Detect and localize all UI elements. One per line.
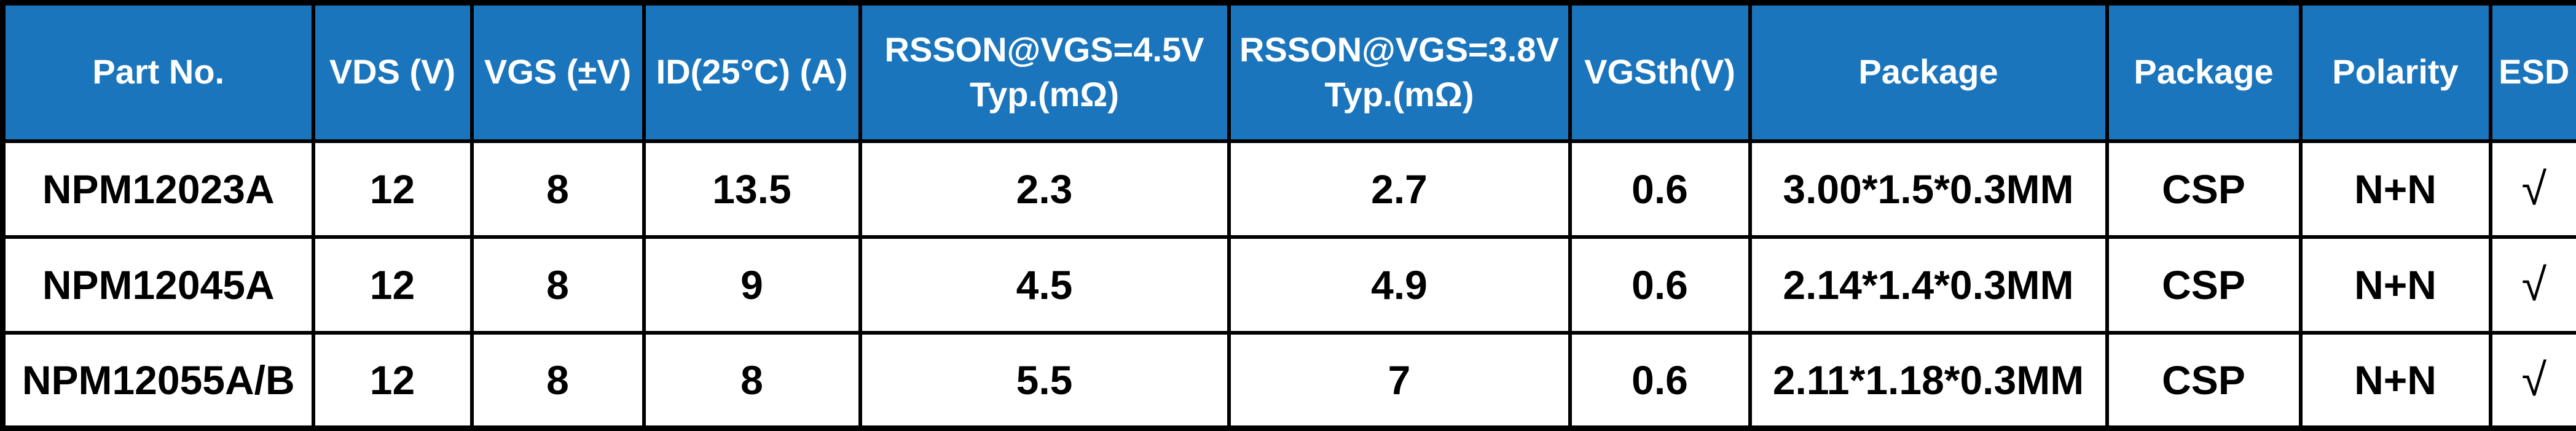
cell-polarity: N+N [2301, 237, 2491, 333]
cell-package-type: CSP [2107, 141, 2301, 237]
cell-vgs: 8 [472, 237, 644, 333]
col-header-vds: VDS (V) [313, 3, 472, 141]
cell-rsson-4v5: 2.3 [860, 141, 1229, 237]
cell-vgs: 8 [472, 141, 644, 237]
cell-rsson-3v8: 2.7 [1229, 141, 1570, 237]
cell-vds: 12 [313, 141, 472, 237]
col-header-part-no: Part No. [3, 3, 313, 141]
cell-id-25c: 9 [644, 237, 860, 333]
header-row: Part No. VDS (V) VGS (±V) ID(25°C) (A) R… [3, 3, 2576, 141]
cell-package-type: CSP [2107, 333, 2301, 429]
col-header-polarity: Polarity [2301, 3, 2491, 141]
cell-vgs: 8 [472, 333, 644, 429]
cell-id-25c: 13.5 [644, 141, 860, 237]
cell-rsson-4v5: 4.5 [860, 237, 1229, 333]
cell-polarity: N+N [2301, 333, 2491, 429]
col-header-package-type: Package [2107, 3, 2301, 141]
table-header: Part No. VDS (V) VGS (±V) ID(25°C) (A) R… [3, 3, 2576, 141]
cell-esd-check-mark: √ [2491, 141, 2576, 237]
cell-polarity: N+N [2301, 141, 2491, 237]
col-header-vgs: VGS (±V) [472, 3, 644, 141]
col-header-id-25c: ID(25°C) (A) [644, 3, 860, 141]
cell-part-no: NPM12055A/B [3, 333, 313, 429]
cell-esd-check-mark: √ [2491, 333, 2576, 429]
cell-vgsth: 0.6 [1570, 333, 1750, 429]
cell-part-no: NPM12023A [3, 141, 313, 237]
cell-rsson-3v8: 4.9 [1229, 237, 1570, 333]
cell-package-size: 2.14*1.4*0.3MM [1750, 237, 2107, 333]
cell-esd-check-mark: √ [2491, 237, 2576, 333]
cell-package-size: 2.11*1.18*0.3MM [1750, 333, 2107, 429]
cell-part-no: NPM12045A [3, 237, 313, 333]
table-row: NPM12055A/B 12 8 8 5.5 7 0.6 2.11*1.18*0… [3, 333, 2576, 429]
cell-vds: 12 [313, 237, 472, 333]
col-header-rsson-vgs-3v8: RSSON@VGS=3.8V Typ.(mΩ) [1229, 3, 1570, 141]
cell-vds: 12 [313, 333, 472, 429]
cell-id-25c: 8 [644, 333, 860, 429]
cell-rsson-3v8: 7 [1229, 333, 1570, 429]
col-header-vgsth: VGSth(V) [1570, 3, 1750, 141]
cell-rsson-4v5: 5.5 [860, 333, 1229, 429]
table-row: NPM12045A 12 8 9 4.5 4.9 0.6 2.14*1.4*0.… [3, 237, 2576, 333]
cell-vgsth: 0.6 [1570, 141, 1750, 237]
col-header-package-size: Package [1750, 3, 2107, 141]
table-body: NPM12023A 12 8 13.5 2.3 2.7 0.6 3.00*1.5… [3, 141, 2576, 429]
cell-package-type: CSP [2107, 237, 2301, 333]
cell-vgsth: 0.6 [1570, 237, 1750, 333]
col-header-esd: ESD [2491, 3, 2576, 141]
table-row: NPM12023A 12 8 13.5 2.3 2.7 0.6 3.00*1.5… [3, 141, 2576, 237]
cell-package-size: 3.00*1.5*0.3MM [1750, 141, 2107, 237]
col-header-rsson-vgs-4v5: RSSON@VGS=4.5V Typ.(mΩ) [860, 3, 1229, 141]
